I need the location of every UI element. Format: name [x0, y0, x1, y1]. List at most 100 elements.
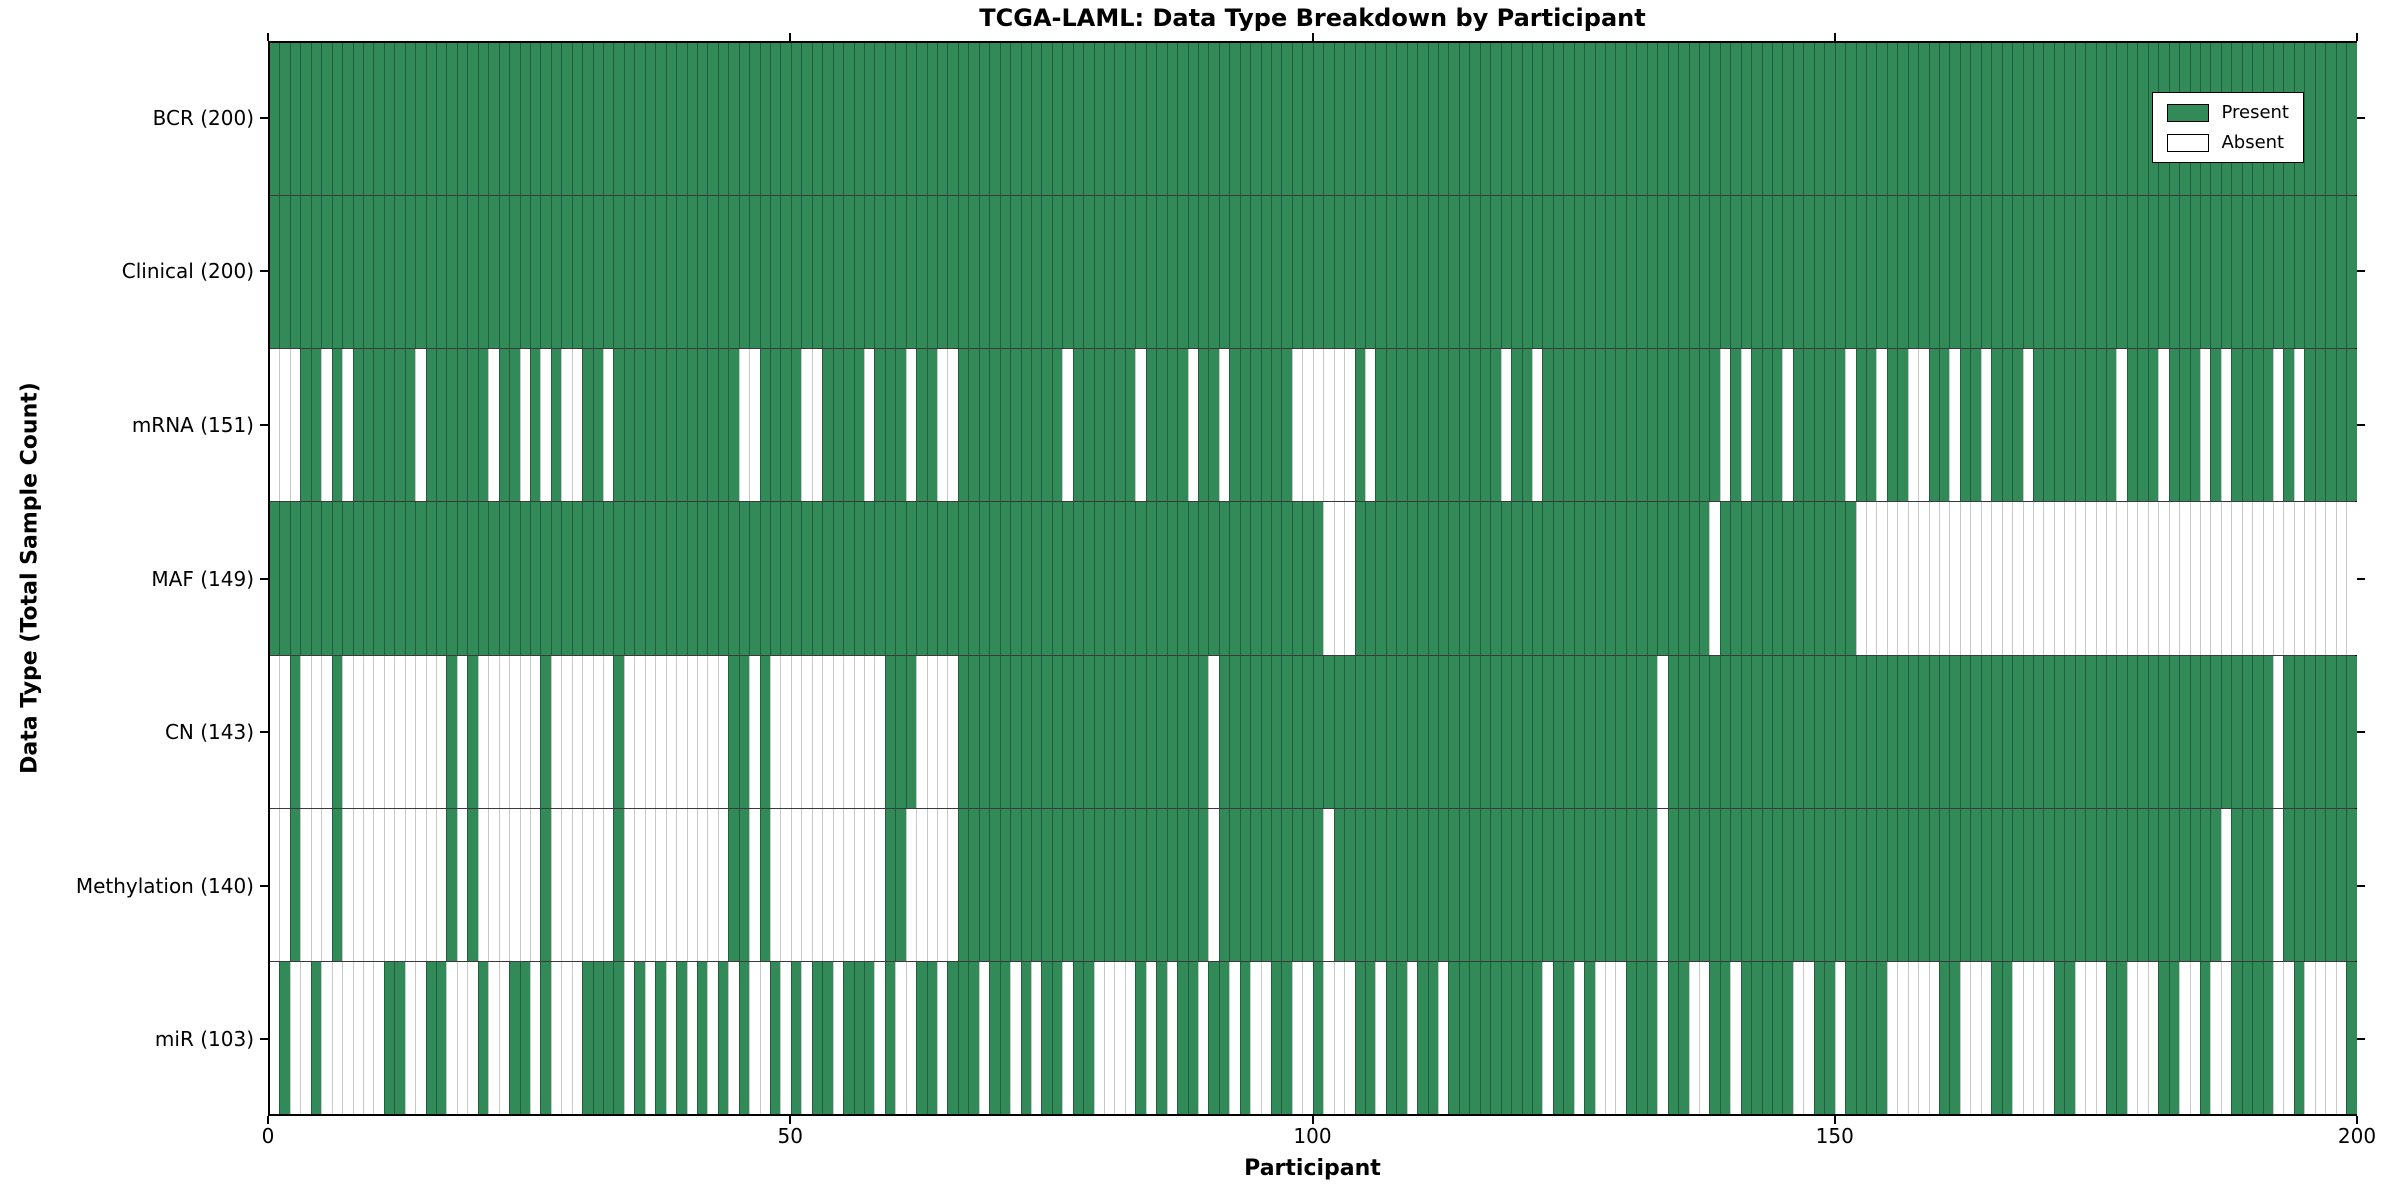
cell-present — [436, 349, 447, 502]
cell-present — [509, 349, 520, 502]
cell-absent — [947, 655, 958, 808]
cell-present — [1385, 961, 1397, 1114]
cell-present — [957, 961, 969, 1114]
cell-present — [2304, 43, 2315, 196]
cell-present — [2032, 655, 2044, 808]
cell-absent — [1302, 349, 1313, 502]
cell-present — [884, 655, 896, 808]
x-tick-mark-top-0 — [267, 33, 269, 41]
cell-present — [1813, 655, 1825, 808]
cell-present — [2179, 196, 2190, 349]
cell-present — [1239, 502, 1251, 655]
cell-present — [1688, 655, 1699, 808]
cell-present — [1396, 349, 1407, 502]
cell-absent — [1928, 961, 1939, 1114]
cell-present — [1406, 655, 1418, 808]
cell-present — [1124, 502, 1136, 655]
cell-present — [342, 502, 353, 655]
cell-present — [1667, 349, 1679, 502]
cell-present — [655, 349, 666, 502]
cell-absent — [2210, 961, 2221, 1114]
cell-present — [1813, 349, 1825, 502]
cell-present — [582, 43, 593, 196]
cell-present — [1417, 808, 1428, 961]
cell-present — [467, 349, 478, 502]
cell-absent — [1208, 655, 1219, 808]
cell-present — [2126, 808, 2138, 961]
cell-present — [1573, 655, 1585, 808]
cell-present — [446, 349, 457, 502]
cell-present — [1490, 349, 1501, 502]
cell-present — [770, 961, 781, 1114]
cell-absent — [2158, 349, 2169, 502]
cell-absent — [780, 655, 791, 808]
cell-present — [696, 196, 708, 349]
cell-absent — [352, 961, 363, 1114]
cell-present — [2053, 808, 2065, 961]
cell-present — [1469, 502, 1480, 655]
cell-present — [300, 196, 311, 349]
cell-present — [1688, 349, 1699, 502]
cell-present — [1312, 655, 1324, 808]
cell-present — [1511, 655, 1522, 808]
cell-present — [717, 349, 729, 502]
x-tick-label-200: 200 — [2337, 1124, 2377, 1148]
cell-absent — [2241, 502, 2253, 655]
cell-absent — [404, 655, 416, 808]
cell-present — [2231, 655, 2242, 808]
cell-present — [676, 961, 687, 1114]
cell-absent — [1918, 961, 1929, 1114]
cell-present — [1918, 808, 1929, 961]
cell-present — [1605, 43, 1616, 196]
cell-absent — [2346, 502, 2357, 655]
cell-present — [1364, 43, 1376, 196]
cell-present — [436, 196, 447, 349]
cell-present — [1093, 43, 1104, 196]
cell-present — [1083, 808, 1094, 961]
cell-present — [1312, 961, 1324, 1114]
cell-present — [321, 43, 332, 196]
cell-absent — [1845, 349, 1856, 502]
cell-absent — [937, 655, 948, 808]
cell-present — [1980, 655, 1992, 808]
cell-absent — [916, 655, 927, 808]
cell-present — [1156, 43, 1167, 196]
cell-present — [1239, 961, 1251, 1114]
cell-present — [696, 961, 708, 1114]
cell-absent — [550, 961, 562, 1114]
cell-present — [2064, 349, 2075, 502]
cell-absent — [373, 808, 384, 961]
cell-present — [300, 502, 311, 655]
cell-present — [832, 502, 844, 655]
cell-present — [456, 502, 468, 655]
cell-absent — [1406, 961, 1418, 1114]
cell-present — [1897, 43, 1908, 196]
cell-present — [1605, 502, 1616, 655]
cell-absent — [2189, 502, 2200, 655]
cell-present — [1657, 43, 1668, 196]
cell-present — [665, 196, 677, 349]
cell-present — [289, 808, 301, 961]
cell-present — [780, 349, 791, 502]
cell-absent — [1980, 349, 1992, 502]
cell-present — [582, 961, 593, 1114]
cell-present — [1302, 808, 1313, 961]
cell-present — [1302, 502, 1313, 655]
cell-present — [1333, 655, 1345, 808]
cell-present — [2137, 655, 2148, 808]
cell-present — [2032, 349, 2044, 502]
cell-present — [1772, 808, 1783, 961]
cell-present — [853, 961, 864, 1114]
cell-present — [968, 808, 979, 961]
cell-present — [1197, 808, 1209, 961]
cell-present — [1448, 502, 1459, 655]
cell-present — [2158, 961, 2169, 1114]
cell-present — [436, 502, 447, 655]
cell-present — [498, 502, 510, 655]
cell-present — [1782, 961, 1793, 1114]
cell-absent — [801, 961, 812, 1114]
cell-present — [1500, 655, 1512, 808]
cell-present — [916, 502, 927, 655]
cell-present — [394, 961, 405, 1114]
cell-present — [1845, 808, 1856, 961]
